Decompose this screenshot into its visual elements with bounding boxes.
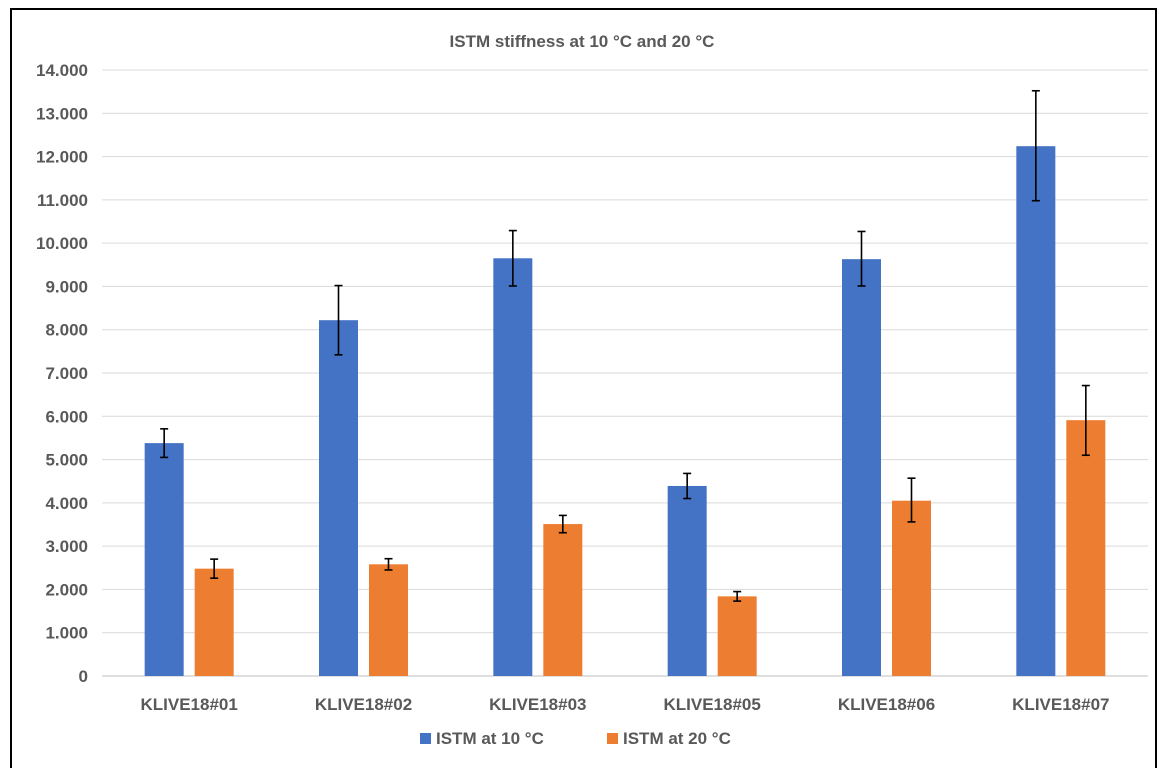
y-tick-label: 4.000 [45, 494, 88, 513]
y-tick-label: 9.000 [45, 277, 88, 296]
bar-series [144, 146, 1106, 676]
error-bar [160, 428, 169, 459]
bar-20c [194, 568, 234, 676]
y-tick-label: 3.000 [45, 537, 88, 556]
error-bar [384, 557, 393, 571]
gridlines [102, 69, 1148, 677]
y-tick-label: 7.000 [45, 364, 88, 383]
bar-20c [543, 524, 583, 676]
y-tick-label: 5.000 [45, 451, 88, 470]
error-bar [857, 230, 866, 287]
y-tick-label: 11.000 [37, 191, 88, 210]
chart-title: ISTM stiffness at 10 °C and 20 °C [450, 32, 715, 51]
y-tick-label: 6.000 [45, 407, 88, 426]
error-bar [907, 477, 916, 523]
bar-10c [144, 443, 184, 676]
bar-10c [319, 320, 358, 676]
bar-10c [493, 258, 533, 676]
x-axis-categories: KLIVE18#01 KLIVE18#02 KLIVE18#03 KLIVE18#05… [140, 695, 1109, 714]
bar-10c [667, 485, 707, 676]
x-category-label: KLIVE18#02 [315, 695, 412, 714]
bar-20c [1066, 420, 1106, 676]
x-category-label: KLIVE18#01 [140, 695, 237, 714]
x-category-label: KLIVE18#05 [663, 695, 760, 714]
y-tick-label: 1.000 [45, 624, 88, 643]
error-bar [683, 472, 692, 500]
bar-20c [892, 500, 931, 676]
y-tick-label: 0 [79, 667, 88, 686]
y-tick-label: 10.000 [36, 234, 88, 253]
error-bar [508, 229, 517, 287]
error-bar [558, 514, 567, 534]
error-bar [210, 558, 219, 579]
y-tick-label: 12.000 [36, 148, 88, 167]
legend-label: ISTM at 20 °C [623, 729, 731, 748]
y-tick-label: 2.000 [45, 580, 88, 599]
error-bars [160, 89, 1090, 602]
error-bar [334, 284, 343, 356]
legend-swatch [420, 733, 431, 744]
legend-swatch [607, 733, 618, 744]
y-axis-ticks: 0 1.000 2.000 3.000 4.000 5.000 6.000 7.000 8.00… [36, 61, 88, 686]
legend: ISTM at 10 °C ISTM at 20 °C [420, 729, 731, 748]
error-bar [1031, 89, 1040, 202]
bar-20c [369, 564, 408, 676]
y-tick-label: 13.000 [36, 104, 88, 123]
legend-label: ISTM at 10 °C [436, 729, 544, 748]
error-bar [733, 590, 742, 602]
x-category-label: KLIVE18#06 [838, 695, 935, 714]
x-category-label: KLIVE18#03 [489, 695, 586, 714]
y-tick-label: 14.000 [36, 61, 88, 80]
bar-10c [842, 259, 881, 676]
bar-10c [1016, 146, 1056, 676]
x-category-label: KLIVE18#07 [1012, 695, 1109, 714]
bar-20c [717, 596, 757, 676]
y-tick-label: 8.000 [45, 321, 88, 340]
error-bar [1081, 384, 1090, 457]
